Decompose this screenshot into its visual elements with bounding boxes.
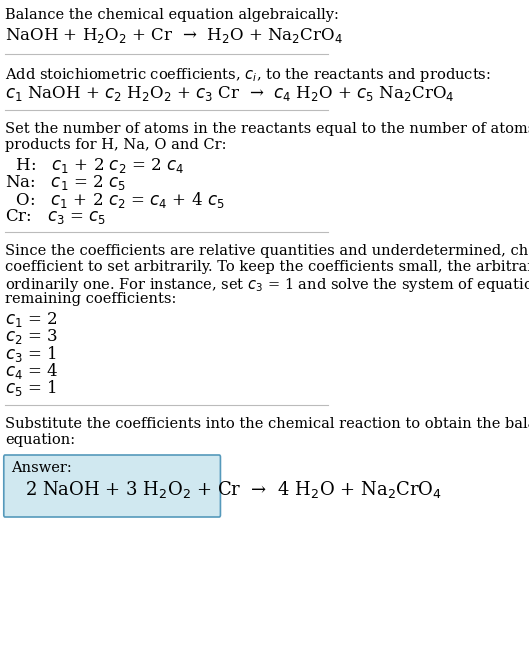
Text: Set the number of atoms in the reactants equal to the number of atoms in the: Set the number of atoms in the reactants… <box>5 122 529 136</box>
Text: Answer:: Answer: <box>11 461 72 475</box>
Text: NaOH + H$_2$O$_2$ + Cr  →  H$_2$O + Na$_2$CrO$_4$: NaOH + H$_2$O$_2$ + Cr → H$_2$O + Na$_2$… <box>5 26 343 45</box>
Text: Cr:   $c_3$ = $c_5$: Cr: $c_3$ = $c_5$ <box>5 207 106 226</box>
Text: coefficient to set arbitrarily. To keep the coefficients small, the arbitrary va: coefficient to set arbitrarily. To keep … <box>5 260 529 274</box>
Text: $c_4$ = 4: $c_4$ = 4 <box>5 361 58 381</box>
Text: Add stoichiometric coefficients, $c_i$, to the reactants and products:: Add stoichiometric coefficients, $c_i$, … <box>5 66 491 84</box>
Text: remaining coefficients:: remaining coefficients: <box>5 292 176 306</box>
Text: O:   $c_1$ + 2 $c_2$ = $c_4$ + 4 $c_5$: O: $c_1$ + 2 $c_2$ = $c_4$ + 4 $c_5$ <box>5 190 224 210</box>
Text: $c_5$ = 1: $c_5$ = 1 <box>5 378 57 398</box>
Text: products for H, Na, O and Cr:: products for H, Na, O and Cr: <box>5 138 226 152</box>
FancyBboxPatch shape <box>4 455 221 517</box>
Text: equation:: equation: <box>5 433 75 447</box>
Text: Since the coefficients are relative quantities and underdetermined, choose a: Since the coefficients are relative quan… <box>5 244 529 258</box>
Text: $c_1$ = 2: $c_1$ = 2 <box>5 310 58 329</box>
Text: $c_2$ = 3: $c_2$ = 3 <box>5 327 58 346</box>
Text: ordinarily one. For instance, set $c_3$ = 1 and solve the system of equations fo: ordinarily one. For instance, set $c_3$ … <box>5 276 529 294</box>
Text: Na:   $c_1$ = 2 $c_5$: Na: $c_1$ = 2 $c_5$ <box>5 173 126 192</box>
Text: $c_3$ = 1: $c_3$ = 1 <box>5 344 57 364</box>
Text: Substitute the coefficients into the chemical reaction to obtain the balanced: Substitute the coefficients into the che… <box>5 417 529 431</box>
Text: $c_1$ NaOH + $c_2$ H$_2$O$_2$ + $c_3$ Cr  →  $c_4$ H$_2$O + $c_5$ Na$_2$CrO$_4$: $c_1$ NaOH + $c_2$ H$_2$O$_2$ + $c_3$ Cr… <box>5 84 455 103</box>
Text: Balance the chemical equation algebraically:: Balance the chemical equation algebraica… <box>5 8 339 22</box>
Text: H:   $c_1$ + 2 $c_2$ = 2 $c_4$: H: $c_1$ + 2 $c_2$ = 2 $c_4$ <box>5 156 184 175</box>
Text: 2 NaOH + 3 H$_2$O$_2$ + Cr  →  4 H$_2$O + Na$_2$CrO$_4$: 2 NaOH + 3 H$_2$O$_2$ + Cr → 4 H$_2$O + … <box>25 479 442 500</box>
